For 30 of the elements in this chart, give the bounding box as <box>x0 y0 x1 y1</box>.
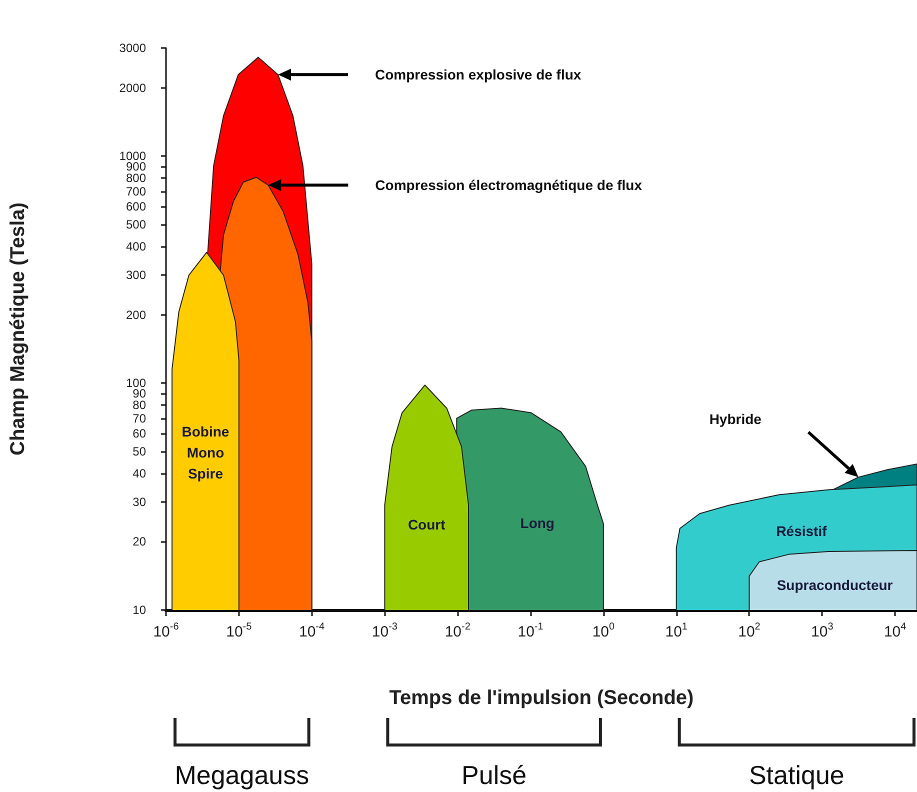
y-tick-label: 50 <box>132 444 146 458</box>
annotation: Compression électromagnétique de flux <box>375 177 642 194</box>
series-label: Bobine Mono Spire <box>182 424 230 482</box>
y-tick-label: 60 <box>132 426 146 440</box>
y-tick-label: 800 <box>126 171 146 186</box>
text: Megagauss <box>174 760 310 790</box>
y-tick-label: 2000 <box>119 80 146 95</box>
y-tick-label: 80 <box>132 398 146 412</box>
y-tick-label: 400 <box>126 240 146 254</box>
y-tick-label: 500 <box>126 218 146 232</box>
y-tick-label: 10 <box>132 603 146 617</box>
series-label: Résistif <box>776 523 828 540</box>
series-label: Long <box>520 515 554 532</box>
text: Statique <box>748 760 844 790</box>
annotation: Compression explosive de flux <box>375 66 582 83</box>
y-axis-title: Champ Magnétique (Tesla) <box>7 202 29 456</box>
y-tick-label: 300 <box>126 268 146 282</box>
y-tick-label: 700 <box>126 184 146 198</box>
y-tick-label: 3000 <box>119 41 146 55</box>
series-label: Supraconducteur <box>776 576 894 593</box>
y-tick-label: 30 <box>132 494 146 509</box>
text: Pulsé <box>462 760 527 790</box>
x-axis-title: Temps de l'impulsion (Seconde) <box>389 687 694 709</box>
annotation: Hybride <box>709 411 762 428</box>
series-label: Court <box>408 516 446 533</box>
y-tick-label: 600 <box>126 200 146 214</box>
y-tick-label: 200 <box>126 308 146 322</box>
y-tick-label: 40 <box>132 466 146 480</box>
y-tick-label: 20 <box>132 534 146 549</box>
y-tick-label: 70 <box>132 411 146 426</box>
